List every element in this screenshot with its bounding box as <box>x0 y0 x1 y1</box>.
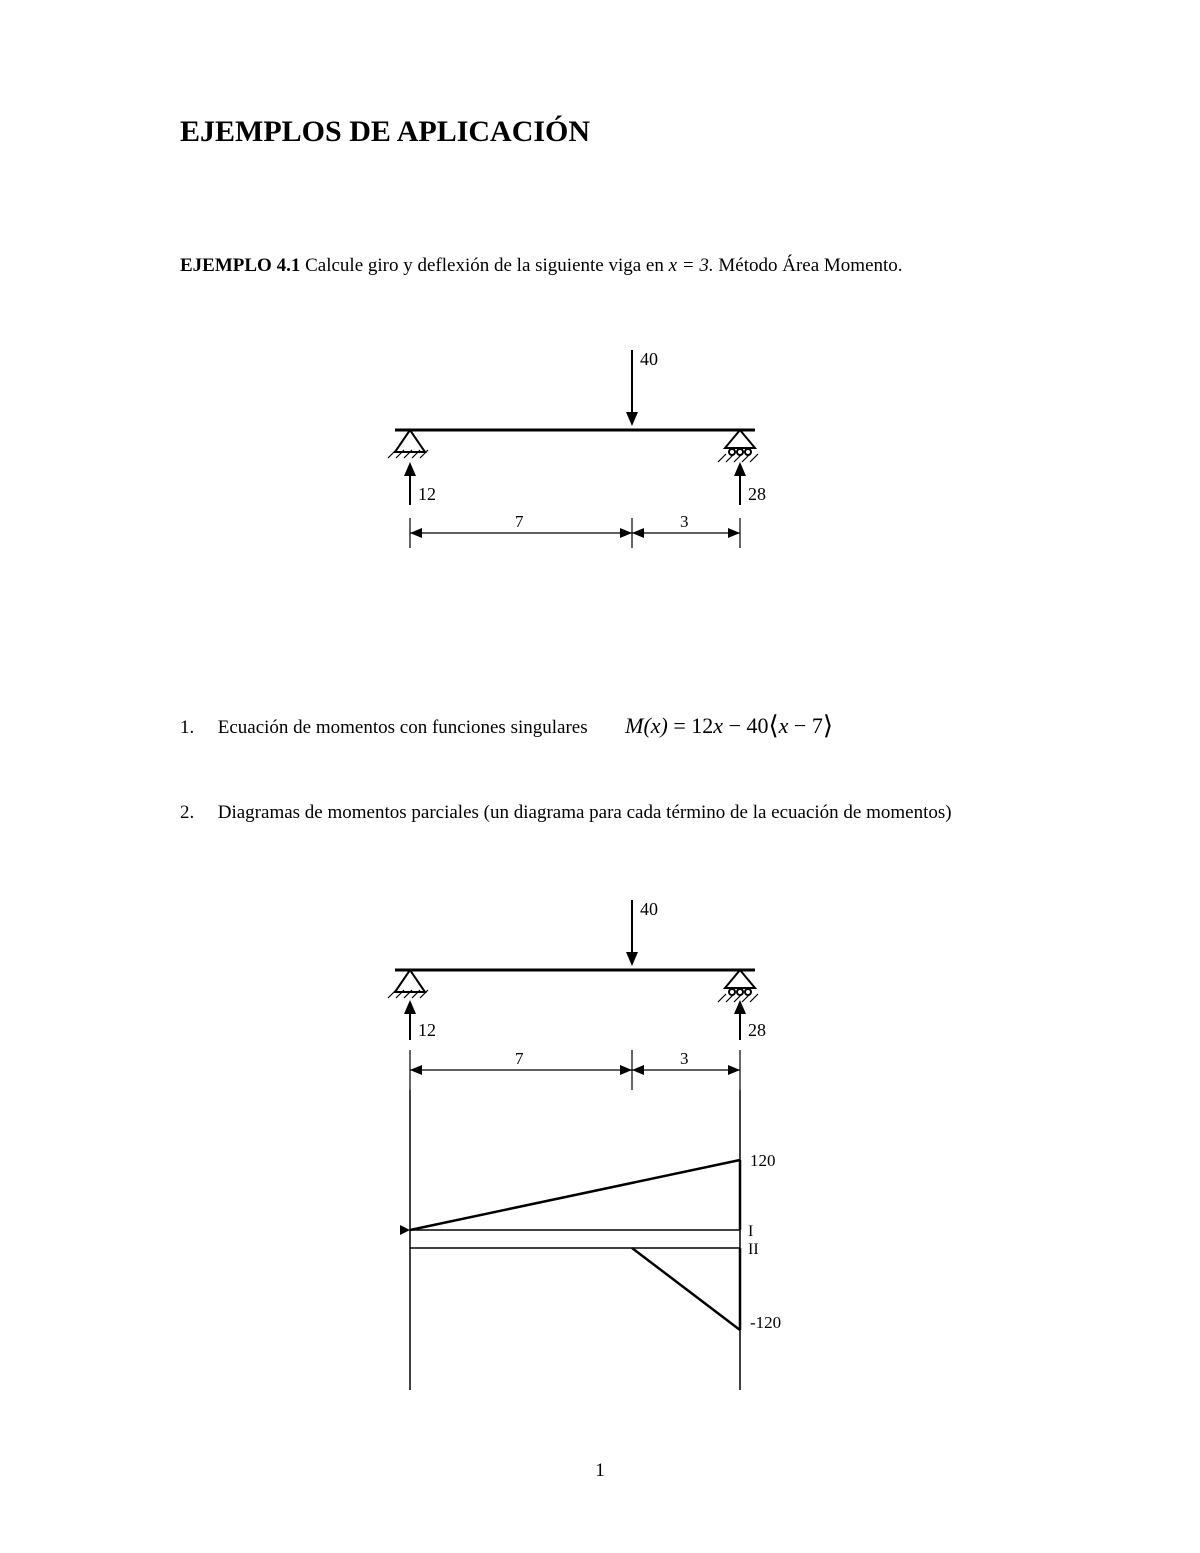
moment-II-label: II <box>748 1241 759 1258</box>
reaction-left-label: 12 <box>418 484 436 504</box>
page-title: EJEMPLOS DE APLICACIÓN <box>180 115 590 149</box>
problem-text-b: Método Área Momento. <box>714 255 903 276</box>
beam-diagram: 40 12 28 7 3 <box>340 340 860 600</box>
dim-right: 3 <box>680 512 689 531</box>
problem-var: x = 3. <box>669 255 714 276</box>
step-2-num: 2. <box>180 802 194 823</box>
step-1-num: 1. <box>180 717 194 738</box>
moment-diagram: 40 12 28 7 3 120 I II -120 <box>340 890 880 1410</box>
page-number: 1 <box>0 1460 1200 1482</box>
dim-left: 7 <box>515 512 524 531</box>
moment-equation: M(x) = 12x − 40⟨x − 7⟩ <box>625 713 833 738</box>
reaction-right-label: 28 <box>748 484 766 504</box>
page: EJEMPLOS DE APLICACIÓN EJEMPLO 4.1 Calcu… <box>0 0 1200 1553</box>
moment-I-label: I <box>748 1223 753 1240</box>
problem-statement: EJEMPLO 4.1 Calcule giro y deflexión de … <box>180 255 1020 277</box>
moment-I-value: 120 <box>750 1151 776 1170</box>
step-1-text: Ecuación de momentos con funciones singu… <box>218 717 588 738</box>
dim-right-2: 3 <box>680 1049 689 1068</box>
moment-II-value: -120 <box>750 1313 781 1332</box>
load-label-2: 40 <box>640 899 658 919</box>
dim-left-2: 7 <box>515 1049 524 1068</box>
step-2-text: Diagramas de momentos parciales (un diag… <box>218 802 952 823</box>
problem-label: EJEMPLO 4.1 <box>180 255 300 276</box>
step-2: 2. Diagramas de momentos parciales (un d… <box>180 800 1000 826</box>
step-1: 1. Ecuación de momentos con funciones si… <box>180 710 833 740</box>
reaction-right-2: 28 <box>748 1020 766 1040</box>
problem-text-a: Calcule giro y deflexión de la siguiente… <box>300 255 668 276</box>
reaction-left-2: 12 <box>418 1020 436 1040</box>
load-label: 40 <box>640 349 658 369</box>
